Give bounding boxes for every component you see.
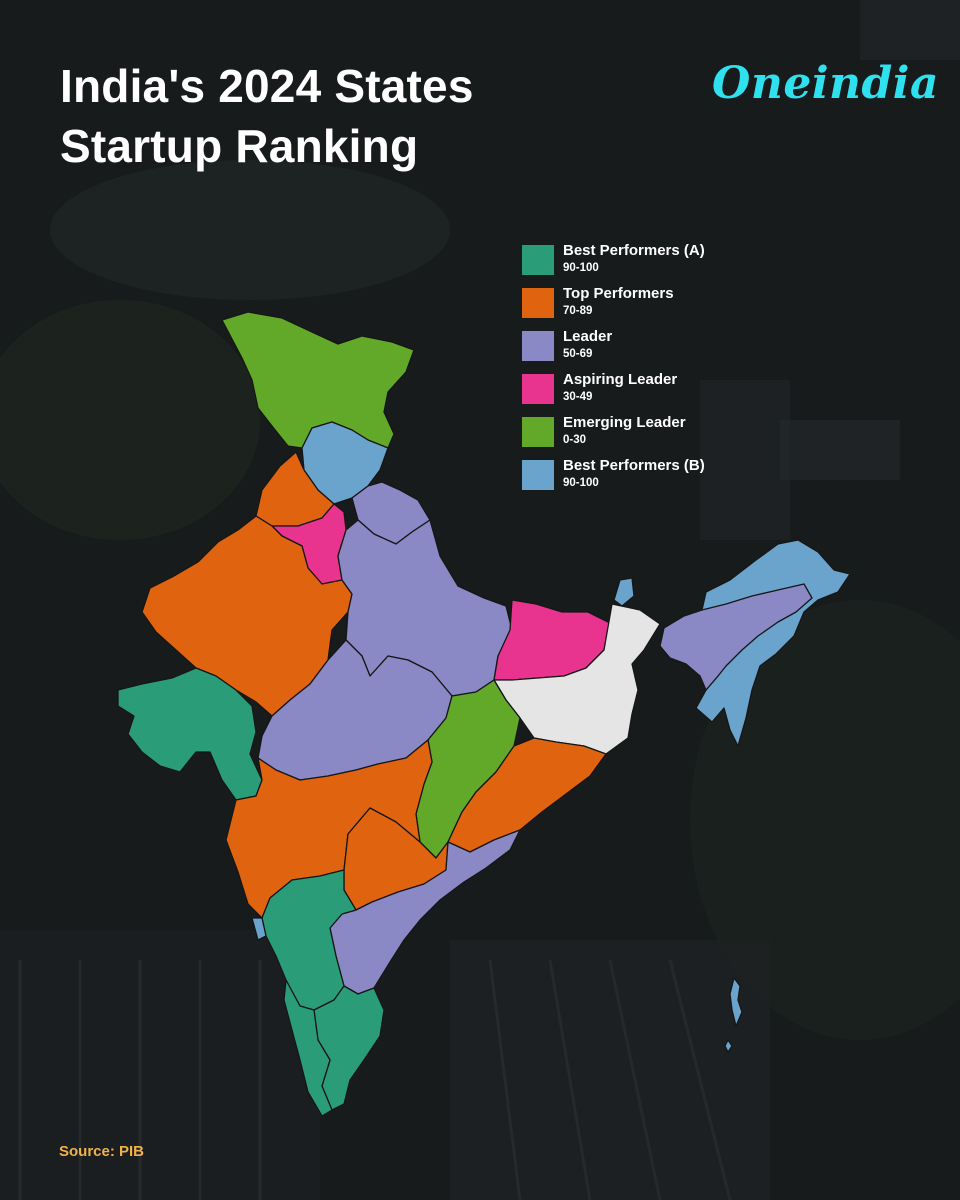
- legend-label: Emerging Leader: [563, 414, 686, 431]
- region-goa: [251, 917, 267, 941]
- legend-range: 30-49: [563, 391, 593, 403]
- legend-swatch: [522, 374, 554, 404]
- legend-swatch: [522, 245, 554, 275]
- legend-range: 90-100: [563, 477, 599, 489]
- title-line-1: India's 2024 States: [60, 60, 474, 112]
- legend-label: Aspiring Leader: [563, 371, 678, 388]
- legend-item: Aspiring Leader 30-49: [522, 370, 782, 413]
- legend-label: Leader: [563, 328, 613, 345]
- legend-label: Best Performers (B): [563, 457, 705, 474]
- legend-swatch: [522, 460, 554, 490]
- legend-range: 50-69: [563, 348, 593, 360]
- legend-label: Top Performers: [563, 285, 674, 302]
- legend-range: 70-89: [563, 305, 593, 317]
- legend-item: Leader 50-69: [522, 327, 782, 370]
- region-kerala: [283, 979, 333, 1117]
- region-karnataka: [261, 869, 357, 1011]
- legend-range: 90-100: [563, 262, 599, 274]
- region-jammu-kashmir-ladakh: [221, 311, 415, 449]
- legend-item: Best Performers (B) 90-100: [522, 456, 782, 499]
- region-assam: [659, 583, 813, 691]
- region-odisha: [447, 737, 607, 853]
- page-title: India's 2024 States Startup Ranking: [60, 56, 474, 176]
- legend-item: Best Performers (A) 90-100: [522, 241, 782, 284]
- title-line-2: Startup Ranking: [60, 120, 419, 172]
- legend-item: Top Performers 70-89: [522, 284, 782, 327]
- legend-swatch: [522, 288, 554, 318]
- brand-logo: Oneindia: [712, 58, 940, 109]
- legend-swatch: [522, 417, 554, 447]
- region-andaman-nicobar: [724, 977, 743, 1053]
- map-legend: Best Performers (A) 90-100 Top Performer…: [522, 241, 782, 499]
- legend-swatch: [522, 331, 554, 361]
- legend-label: Best Performers (A): [563, 242, 705, 259]
- source-credit: Source: PIB: [59, 1143, 145, 1160]
- legend-range: 0-30: [563, 434, 587, 446]
- region-sikkim: [613, 577, 635, 607]
- legend-item: Emerging Leader 0-30: [522, 413, 782, 456]
